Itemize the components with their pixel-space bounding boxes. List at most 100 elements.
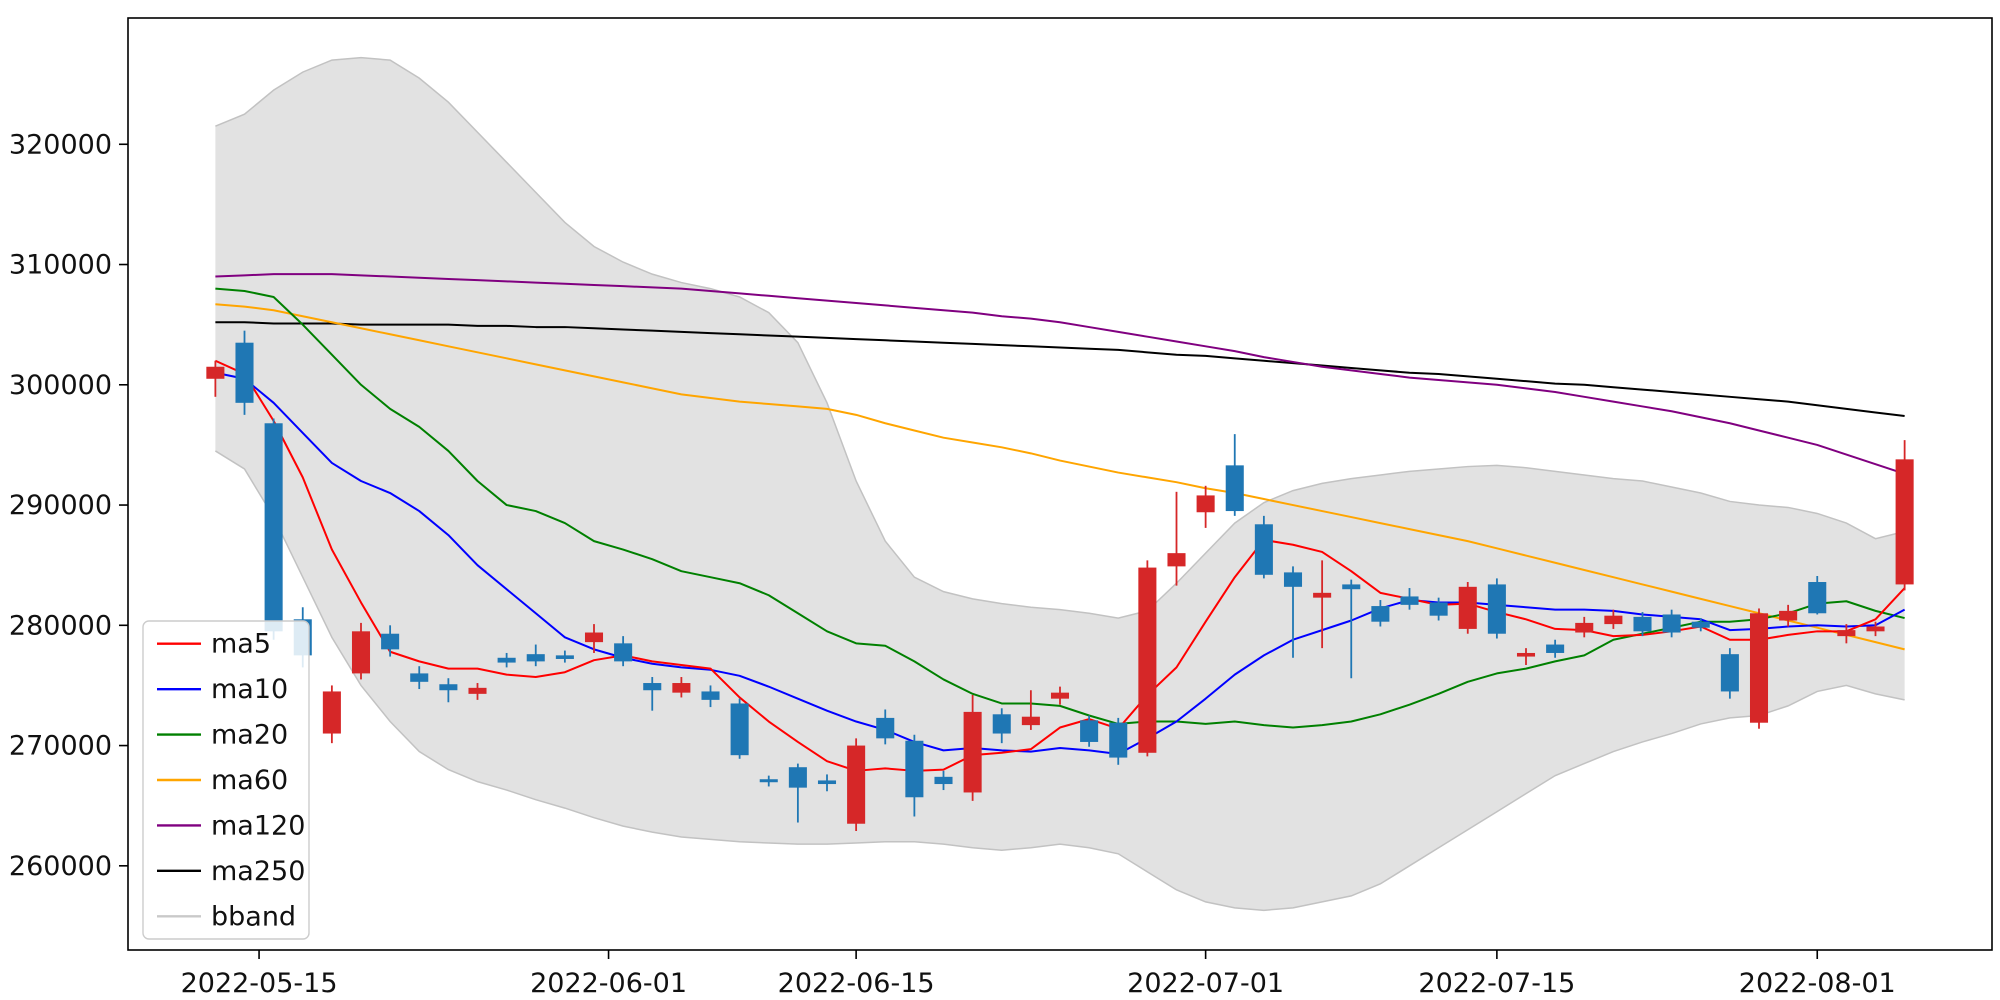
legend-item-ma10: ma10	[157, 674, 288, 705]
candle-body	[1138, 567, 1157, 753]
candle-body	[701, 691, 720, 700]
candle-body	[1779, 610, 1798, 621]
legend-label: ma60	[211, 765, 288, 796]
candle	[1196, 485, 1215, 528]
candle	[1866, 621, 1885, 637]
candle	[963, 695, 982, 801]
candle	[759, 775, 778, 787]
ma10-line	[215, 371, 1906, 755]
candles-layer	[206, 330, 1914, 831]
legend-label: bband	[211, 901, 296, 932]
ma250-line	[215, 321, 1905, 418]
candle	[1837, 624, 1856, 644]
legend-label: ma250	[211, 856, 305, 887]
candle	[1487, 578, 1506, 639]
candle-body	[1604, 615, 1623, 625]
candle	[497, 652, 516, 668]
candle	[1283, 566, 1303, 658]
candle-body	[1400, 596, 1419, 605]
legend-item-ma60: ma60	[157, 765, 288, 796]
candle-body	[759, 779, 778, 783]
candle-body	[1487, 584, 1506, 634]
candle	[410, 666, 429, 690]
legend-label: ma5	[211, 629, 271, 660]
candle	[1342, 579, 1361, 679]
candle-body	[1837, 630, 1856, 637]
bollinger-band-upper-line	[215, 56, 1905, 619]
legend-label: ma10	[211, 674, 288, 705]
candle-body	[1749, 613, 1769, 723]
candle-body	[1283, 572, 1303, 587]
candle-body	[672, 683, 691, 693]
candle-body	[643, 683, 662, 691]
candle-body	[1633, 616, 1652, 632]
candle-body	[1313, 592, 1332, 598]
candle-body	[497, 657, 516, 663]
y-axis-tick-label: 320000	[9, 129, 112, 160]
candle	[1021, 690, 1040, 730]
candle	[614, 636, 633, 667]
candle-body	[264, 423, 283, 632]
y-axis-tick-label: 300000	[9, 370, 112, 401]
candle	[847, 738, 866, 831]
candle	[206, 360, 225, 397]
candle-body	[963, 711, 982, 793]
legend-label: ma20	[211, 720, 288, 751]
candle	[730, 698, 749, 759]
candle-body	[439, 684, 458, 691]
candle	[1400, 588, 1419, 610]
candle-body	[1691, 621, 1710, 628]
candle	[876, 709, 895, 745]
x-axis-tick-label: 2022-06-15	[778, 968, 935, 999]
candle-body	[555, 655, 574, 659]
candle-body	[730, 703, 749, 756]
candle-body	[1050, 692, 1070, 699]
candle	[701, 685, 720, 708]
candle-body	[410, 673, 429, 682]
candle-body	[788, 767, 807, 788]
candle-body	[1196, 495, 1215, 513]
candle	[264, 418, 283, 640]
candle	[351, 622, 371, 680]
bollinger-band-lower-line	[214, 450, 1905, 912]
x-axis-tick-label: 2022-06-01	[530, 968, 687, 999]
candle-body	[1808, 582, 1827, 614]
candle-body	[1167, 553, 1186, 567]
candle-body	[381, 633, 400, 650]
candle-body	[1866, 626, 1885, 632]
candle-body	[206, 366, 225, 379]
candle	[584, 624, 604, 653]
x-axis-tick-label: 2022-08-01	[1739, 968, 1896, 999]
candle-body	[1371, 606, 1390, 622]
candle-body	[1225, 465, 1244, 512]
candle	[1458, 582, 1477, 634]
candle-body	[1458, 586, 1477, 629]
candle	[1749, 608, 1769, 729]
ma60-line	[215, 303, 1905, 651]
x-axis-tick-label: 2022-07-15	[1418, 968, 1575, 999]
legend: ma5 ma10 ma20 ma60 ma120 ma250 bband	[142, 620, 310, 940]
candle	[439, 678, 458, 703]
legend-item-ma20: ma20	[157, 720, 288, 751]
candle	[905, 734, 924, 817]
candle	[1720, 648, 1739, 699]
candle	[235, 330, 254, 415]
candle-body	[905, 740, 924, 798]
candle	[992, 708, 1011, 744]
ma120-line	[215, 273, 1905, 475]
candle	[1808, 575, 1827, 615]
candle	[1633, 612, 1652, 637]
candle-body	[235, 342, 254, 403]
candle-body	[817, 780, 837, 785]
candle	[526, 644, 545, 667]
candle	[381, 625, 400, 657]
candle-body	[1662, 614, 1681, 633]
candle-body	[1546, 644, 1565, 653]
candle	[672, 677, 691, 698]
candle-body	[992, 714, 1011, 734]
candle-body	[1254, 524, 1273, 575]
candle	[1254, 515, 1273, 579]
legend-item-ma5: ma5	[157, 629, 271, 660]
